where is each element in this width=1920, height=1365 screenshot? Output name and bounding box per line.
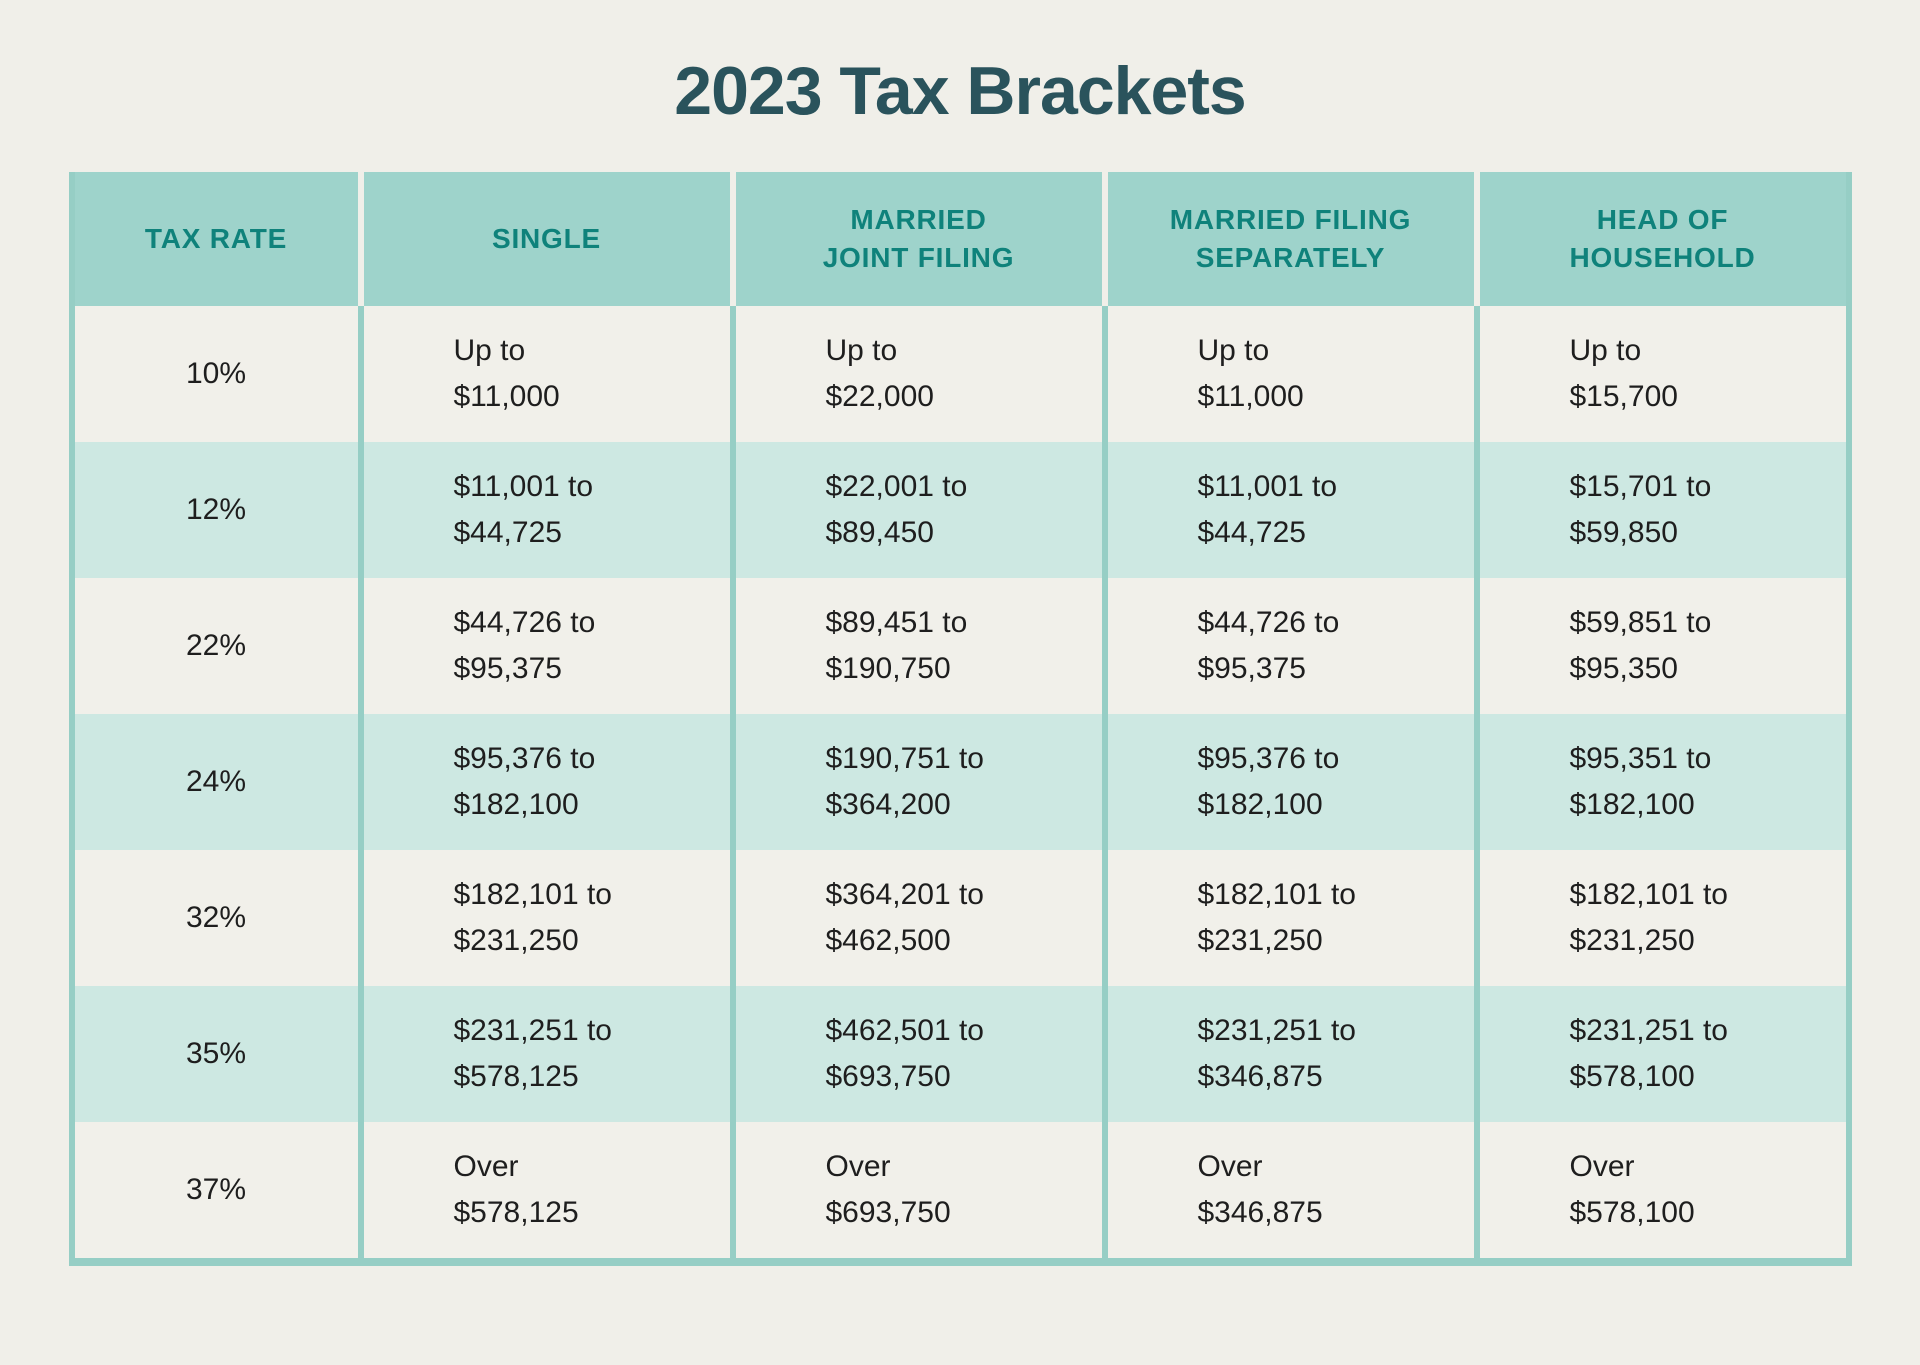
bracket-cell: $15,701 to $59,850 [1479, 442, 1846, 578]
bracket-cell: $11,001 to $44,725 [1107, 442, 1474, 578]
bracket-cell: $190,751 to $364,200 [735, 714, 1102, 850]
bracket-cell: $231,251 to $346,875 [1107, 986, 1474, 1122]
table-body: 10% Up to $11,000 Up to $22,000 Up to $1… [74, 306, 1846, 1258]
table-row: 22% $44,726 to $95,375 $89,451 to $190,7… [74, 578, 1846, 714]
column-header-tax-rate: TAX RATE [74, 172, 358, 306]
table-header-row: TAX RATE SINGLE MARRIED JOINT FILING MAR… [74, 172, 1846, 306]
bracket-cell: $462,501 to $693,750 [735, 986, 1102, 1122]
bracket-cell: $95,376 to $182,100 [363, 714, 730, 850]
table-row: 12% $11,001 to $44,725 $22,001 to $89,45… [74, 442, 1846, 578]
page-title: 2023 Tax Brackets [674, 53, 1247, 129]
tax-rate-cell: 22% [74, 578, 358, 714]
bracket-cell: $182,101 to $231,250 [1479, 850, 1846, 986]
tax-rate-cell: 32% [74, 850, 358, 986]
bracket-cell: $364,201 to $462,500 [735, 850, 1102, 986]
page-root: 2023 Tax Brackets TAX RATE SINGLE MARRIE… [68, 53, 1852, 1266]
table-row: 35% $231,251 to $578,125 $462,501 to $69… [74, 986, 1846, 1122]
bracket-cell: Up to $11,000 [1107, 306, 1474, 442]
bracket-cell: $44,726 to $95,375 [1107, 578, 1474, 714]
tax-rate-cell: 35% [74, 986, 358, 1122]
column-header-single: SINGLE [363, 172, 730, 306]
bracket-cell: Up to $15,700 [1479, 306, 1846, 442]
column-header-married-filing-separately: MARRIED FILING SEPARATELY [1107, 172, 1474, 306]
bracket-cell: Over $578,125 [363, 1122, 730, 1258]
bracket-cell: $182,101 to $231,250 [363, 850, 730, 986]
tax-brackets-table: TAX RATE SINGLE MARRIED JOINT FILING MAR… [68, 172, 1852, 1266]
bracket-cell: $22,001 to $89,450 [735, 442, 1102, 578]
bracket-cell: Up to $11,000 [363, 306, 730, 442]
table-row: 32% $182,101 to $231,250 $364,201 to $46… [74, 850, 1846, 986]
table-row: 24% $95,376 to $182,100 $190,751 to $364… [74, 714, 1846, 850]
table-row: 37% Over $578,125 Over $693,750 Over $34… [74, 1122, 1846, 1258]
bracket-cell: $11,001 to $44,725 [363, 442, 730, 578]
table-row: 10% Up to $11,000 Up to $22,000 Up to $1… [74, 306, 1846, 442]
bracket-cell: Over $346,875 [1107, 1122, 1474, 1258]
bracket-cell: $182,101 to $231,250 [1107, 850, 1474, 986]
column-header-head-of-household: HEAD OF HOUSEHOLD [1479, 172, 1846, 306]
tax-rate-cell: 10% [74, 306, 358, 442]
bracket-cell: $231,251 to $578,125 [363, 986, 730, 1122]
bracket-cell: Up to $22,000 [735, 306, 1102, 442]
bracket-cell: $95,351 to $182,100 [1479, 714, 1846, 850]
bracket-cell: Over $693,750 [735, 1122, 1102, 1258]
bracket-cell: $59,851 to $95,350 [1479, 578, 1846, 714]
bracket-cell: $95,376 to $182,100 [1107, 714, 1474, 850]
tax-rate-cell: 37% [74, 1122, 358, 1258]
bracket-cell: $89,451 to $190,750 [735, 578, 1102, 714]
bracket-cell: Over $578,100 [1479, 1122, 1846, 1258]
bracket-cell: $44,726 to $95,375 [363, 578, 730, 714]
column-header-married-joint-filing: MARRIED JOINT FILING [735, 172, 1102, 306]
tax-rate-cell: 24% [74, 714, 358, 850]
tax-rate-cell: 12% [74, 442, 358, 578]
bracket-cell: $231,251 to $578,100 [1479, 986, 1846, 1122]
